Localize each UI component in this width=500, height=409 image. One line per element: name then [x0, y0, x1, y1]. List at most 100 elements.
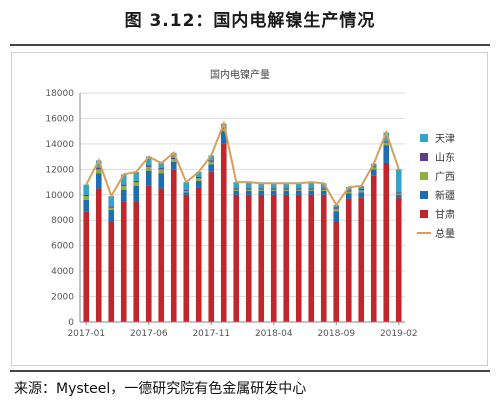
- bar-segment: [158, 168, 165, 170]
- bar-segment: [283, 190, 290, 195]
- legend-label: 广西: [435, 171, 455, 183]
- bar-segment: [108, 221, 115, 322]
- bar-segment: [258, 188, 265, 190]
- bar-segment: [145, 185, 152, 322]
- bar-segment: [220, 131, 227, 144]
- bar-segment: [270, 190, 277, 195]
- x-tick-label: 2018-04: [255, 329, 293, 339]
- bar-segment: [133, 180, 140, 183]
- bar-segment: [195, 178, 202, 181]
- y-tick-label: 6000: [51, 242, 74, 252]
- bar-segment: [145, 170, 152, 186]
- bar-segment: [358, 189, 365, 191]
- x-tick-label: 2017-06: [130, 329, 168, 339]
- bar-segment: [183, 192, 190, 195]
- bar-segment: [345, 193, 352, 199]
- total-line-series: [85, 120, 400, 207]
- bar-segment: [195, 180, 202, 188]
- bar-segment: [195, 171, 202, 177]
- bar-segment: [170, 169, 177, 322]
- y-tick-label: 16000: [45, 114, 74, 124]
- bar-segment: [370, 167, 377, 170]
- bar-segment: [295, 194, 302, 322]
- bar-segment: [258, 190, 265, 195]
- bar-segment: [120, 174, 127, 185]
- bar-segment: [183, 194, 190, 322]
- bottom-rule: [10, 370, 490, 372]
- bar-segment: [220, 143, 227, 322]
- figure-title: 图 3.12：国内电解镍生产情况: [124, 11, 376, 31]
- bar-segment: [295, 188, 302, 190]
- y-axis: 0 2000 4000 6000 8000 10000 12000 14000 16000 180…: [45, 89, 81, 328]
- x-tick-label: 2018-09: [317, 329, 355, 339]
- bar-segment: [395, 192, 402, 194]
- bar-segment: [133, 171, 140, 181]
- bar-segment: [120, 184, 127, 186]
- bar-segment: [333, 221, 340, 322]
- bar-segment: [158, 169, 165, 174]
- legend-swatch: [420, 134, 428, 142]
- bar-segment: [370, 166, 377, 168]
- bar-segment: [395, 193, 402, 195]
- bar-segment: [170, 152, 177, 158]
- bar-segment: [83, 194, 90, 197]
- bar-segment: [145, 165, 152, 167]
- bar-segment: [358, 190, 365, 193]
- bar-segment: [208, 171, 215, 322]
- y-tick-label: 18000: [45, 89, 74, 99]
- bar-segment: [395, 197, 402, 322]
- bar-segment: [308, 189, 315, 191]
- bar-segment: [133, 201, 140, 322]
- bar-segment: [233, 189, 240, 191]
- bar-segment: [83, 211, 90, 322]
- y-tick-label: 2000: [51, 293, 74, 303]
- bar-segment: [295, 189, 302, 191]
- bar-segment: [370, 175, 377, 322]
- legend-swatch: [420, 191, 428, 199]
- stacked-bars: [83, 123, 402, 322]
- bar-segment: [283, 189, 290, 191]
- y-tick-label: 14000: [45, 140, 74, 150]
- bar-segment: [308, 194, 315, 322]
- bar-segment: [245, 194, 252, 322]
- bar-segment: [358, 192, 365, 198]
- y-tick-label: 0: [68, 318, 74, 328]
- bar-segment: [95, 169, 102, 174]
- bar-segment: [95, 168, 102, 170]
- bar-segment: [258, 189, 265, 191]
- bar-segment: [220, 128, 227, 132]
- bar-segment: [120, 189, 127, 202]
- bar-segment: [258, 194, 265, 322]
- bar-segment: [133, 182, 140, 186]
- bar-segment: [308, 190, 315, 195]
- bar-segment: [283, 188, 290, 190]
- legend-label: 新疆: [435, 189, 455, 202]
- bar-segment: [383, 141, 390, 143]
- bar-segment: [83, 196, 90, 200]
- bar-segment: [270, 189, 277, 191]
- bar-segment: [158, 188, 165, 322]
- bar-segment: [95, 173, 102, 189]
- bar-segment: [233, 188, 240, 190]
- bar-segment: [170, 157, 177, 160]
- bar-segment: [308, 182, 315, 189]
- x-tick-label: 2017-01: [67, 329, 105, 339]
- total-line: [85, 120, 400, 207]
- bar-segment: [133, 185, 140, 202]
- bar-segment: [233, 194, 240, 322]
- bar-segment: [295, 183, 302, 189]
- bar-segment: [83, 199, 90, 212]
- top-rule: [10, 44, 490, 46]
- bar-segment: [108, 206, 115, 208]
- bar-segment: [145, 166, 152, 171]
- bar-segment: [233, 182, 240, 189]
- bar-segment: [233, 190, 240, 195]
- bar-segment: [170, 161, 177, 170]
- bar-segment: [320, 183, 327, 189]
- bar-segment: [195, 176, 202, 179]
- bar-segment: [283, 194, 290, 322]
- bar-segment: [108, 196, 115, 207]
- bar-segment: [120, 185, 127, 190]
- bar-segment: [370, 169, 377, 176]
- legend-label: 天津: [435, 133, 455, 145]
